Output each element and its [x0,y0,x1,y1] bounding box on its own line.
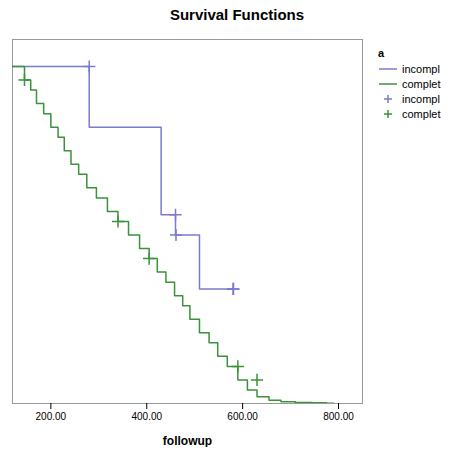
html-text:incompl: incompl [402,93,440,105]
html-text:incompl: incompl [402,63,440,75]
svg-text:600.00: 600.00 [227,411,258,422]
html-text:a: a [378,47,385,59]
html-text:complet: complet [402,78,441,90]
svg-text:800.00: 800.00 [323,411,354,422]
html-text:Survival Functions: Survival Functions [169,6,305,23]
html-text:complet: complet [402,108,441,120]
svg-text:followup: followup [163,434,212,448]
svg-text:400.00: 400.00 [131,411,162,422]
svg-text:200.00: 200.00 [36,411,67,422]
